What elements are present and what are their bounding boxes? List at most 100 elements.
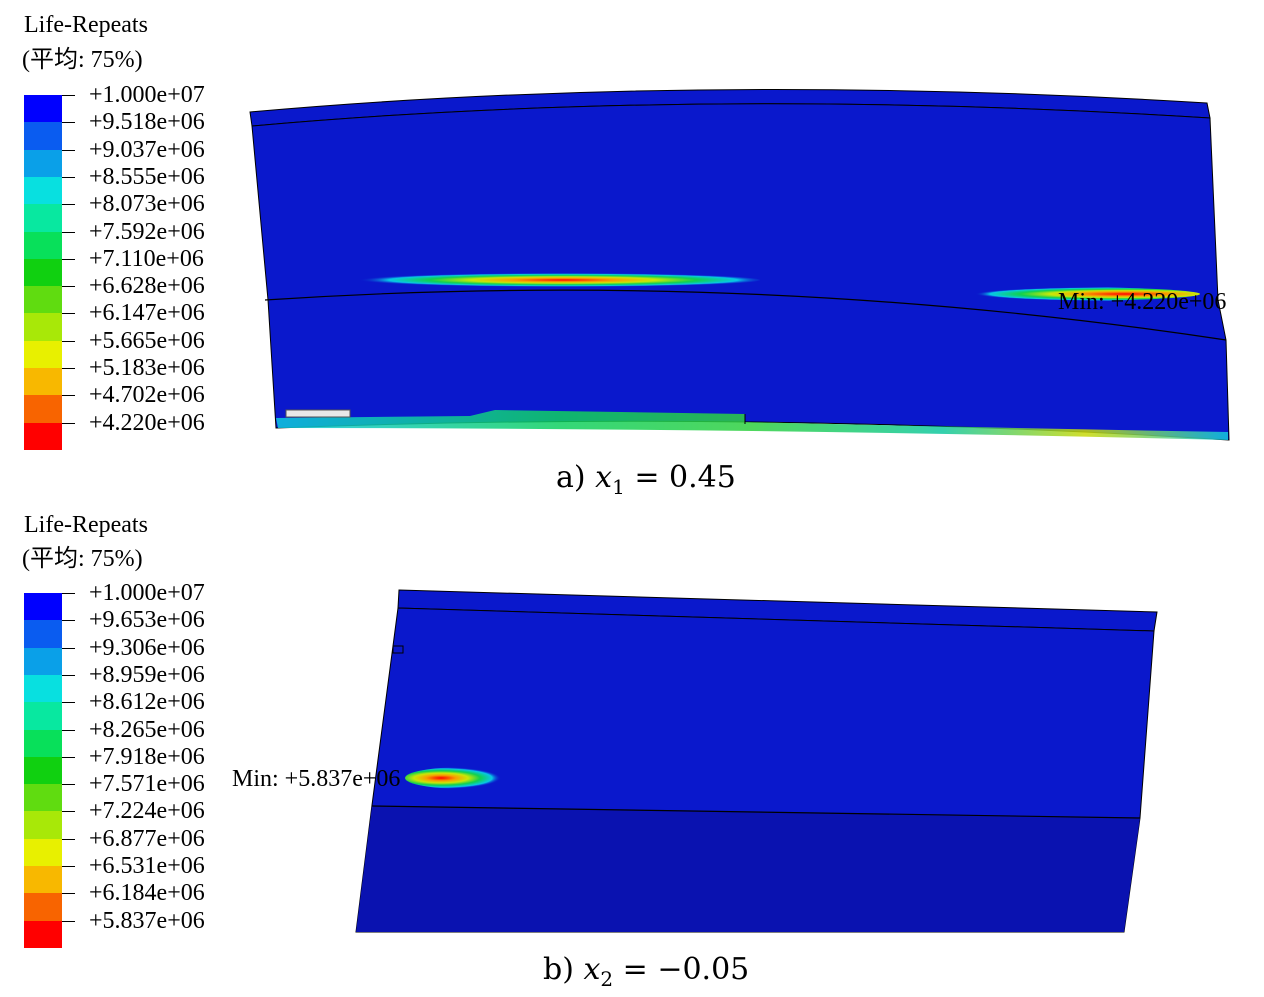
legend-value: +6.184e+06 [89, 880, 205, 907]
legend-tick [62, 395, 75, 397]
legend-swatch [24, 811, 62, 840]
legend-tick [62, 593, 75, 594]
legend-swatch [24, 893, 62, 922]
legend-swatch [24, 647, 62, 676]
legend-swatch [24, 340, 62, 369]
legend-value: +5.665e+06 [89, 327, 205, 354]
legend-value: +1.000e+07 [89, 82, 205, 108]
legend-tick [62, 368, 75, 369]
min-label: Min: +5.837e+06 [232, 766, 401, 792]
caption-rest: = 0.45 [624, 460, 736, 495]
legend-tick [62, 784, 75, 786]
legend-value: +7.571e+06 [89, 771, 205, 798]
legend-tick [62, 149, 75, 151]
legend-tick [62, 729, 75, 731]
hotspot [900, 287, 1200, 301]
caption-prefix: a) [556, 460, 586, 495]
legend-swatch [24, 756, 62, 785]
legend-value: +7.224e+06 [89, 798, 205, 825]
legend-tick [62, 674, 75, 676]
legend-value: +6.531e+06 [89, 853, 205, 879]
legend-tick [62, 258, 75, 260]
legend-value: +6.877e+06 [89, 825, 205, 852]
legend-tick [62, 313, 75, 315]
caption-var: x [583, 952, 601, 987]
legend-tick [62, 920, 75, 922]
legend-swatch [24, 395, 62, 424]
legend-swatch [24, 593, 62, 621]
hotspot [405, 767, 525, 789]
legend-value: +8.265e+06 [89, 716, 205, 743]
legend-tick [62, 838, 75, 840]
min-label: Min: +4.220e+06 [1058, 289, 1227, 315]
caption-var: x [595, 460, 613, 495]
legend-tick [62, 702, 75, 704]
caption: b) x2 = −0.05 [543, 952, 749, 997]
legend-value: +8.073e+06 [89, 191, 205, 218]
color-legend [24, 95, 62, 451]
legend-value: +7.110e+06 [89, 245, 204, 272]
legend-subtitle: (平均: 75%) [22, 47, 143, 73]
legend-swatch [24, 204, 62, 232]
legend-subtitle: (平均: 75%) [22, 546, 143, 572]
legend-tick [62, 231, 75, 233]
legend-value: +7.592e+06 [89, 218, 205, 245]
legend-tick [62, 422, 75, 424]
legend-value: +4.702e+06 [89, 382, 205, 409]
legend-tick [62, 893, 75, 895]
legend-swatch [24, 176, 62, 205]
legend-swatch [24, 313, 62, 342]
legend-title: Life-Repeats [24, 12, 148, 38]
legend-value: +9.518e+06 [89, 109, 205, 136]
legend-value: +5.837e+06 [89, 907, 205, 934]
model-main-face [251, 103, 1230, 441]
panel-a: Life-Repeats (平均: 75%) +1.000e+07 +9.518e… [22, 12, 1230, 499]
legend-swatch [24, 784, 62, 812]
legend-value: +8.612e+06 [89, 689, 205, 716]
legend-value: +8.555e+06 [89, 163, 205, 190]
legend-tick [62, 176, 75, 178]
legend-tick [62, 122, 75, 124]
legend-swatch [24, 231, 62, 260]
legend-swatch [24, 286, 62, 314]
legend-swatch [24, 422, 62, 451]
hotspot [350, 273, 760, 287]
legend-tick [62, 866, 75, 867]
caption-prefix: b) [543, 952, 574, 987]
legend-swatch [24, 620, 62, 649]
legend-swatch [24, 866, 62, 894]
legend-tick [62, 340, 75, 342]
caption: a) x1 = 0.45 [556, 460, 736, 505]
legend-tick [62, 756, 75, 758]
fem-model-b [355, 589, 1158, 933]
legend-value: +5.183e+06 [89, 355, 205, 381]
legend-value: +9.037e+06 [89, 136, 205, 163]
legend-swatch [24, 122, 62, 151]
legend-tick [62, 95, 75, 96]
legend-swatch [24, 368, 62, 396]
legend-tick [62, 204, 75, 206]
legend-swatch [24, 258, 62, 287]
caption-sub: 2 [600, 967, 614, 991]
legend-value: +9.653e+06 [89, 607, 205, 634]
legend-tick [62, 286, 75, 288]
legend-value: +6.628e+06 [89, 273, 205, 300]
legend-value: +1.000e+07 [89, 580, 205, 606]
legend-swatch [24, 95, 62, 123]
legend-value: +7.918e+06 [89, 743, 205, 770]
legend-tick [62, 647, 75, 649]
legend-title: Life-Repeats [24, 512, 148, 538]
fem-model-a [249, 88, 1230, 441]
legend-value: +4.220e+06 [89, 409, 205, 436]
caption-rest: = −0.05 [613, 952, 750, 987]
legend-swatch [24, 838, 62, 867]
legend-tick [62, 811, 75, 813]
legend-swatch [24, 149, 62, 178]
legend-value: +8.959e+06 [89, 661, 205, 688]
legend-swatch [24, 920, 62, 949]
legend-swatch [24, 702, 62, 730]
panel-b: Life-Repeats (平均: 75%) +1.000e+07 +9.653e… [0, 500, 1264, 991]
legend-tick [62, 620, 75, 622]
color-legend [24, 593, 62, 949]
legend-value: +9.306e+06 [89, 634, 205, 661]
